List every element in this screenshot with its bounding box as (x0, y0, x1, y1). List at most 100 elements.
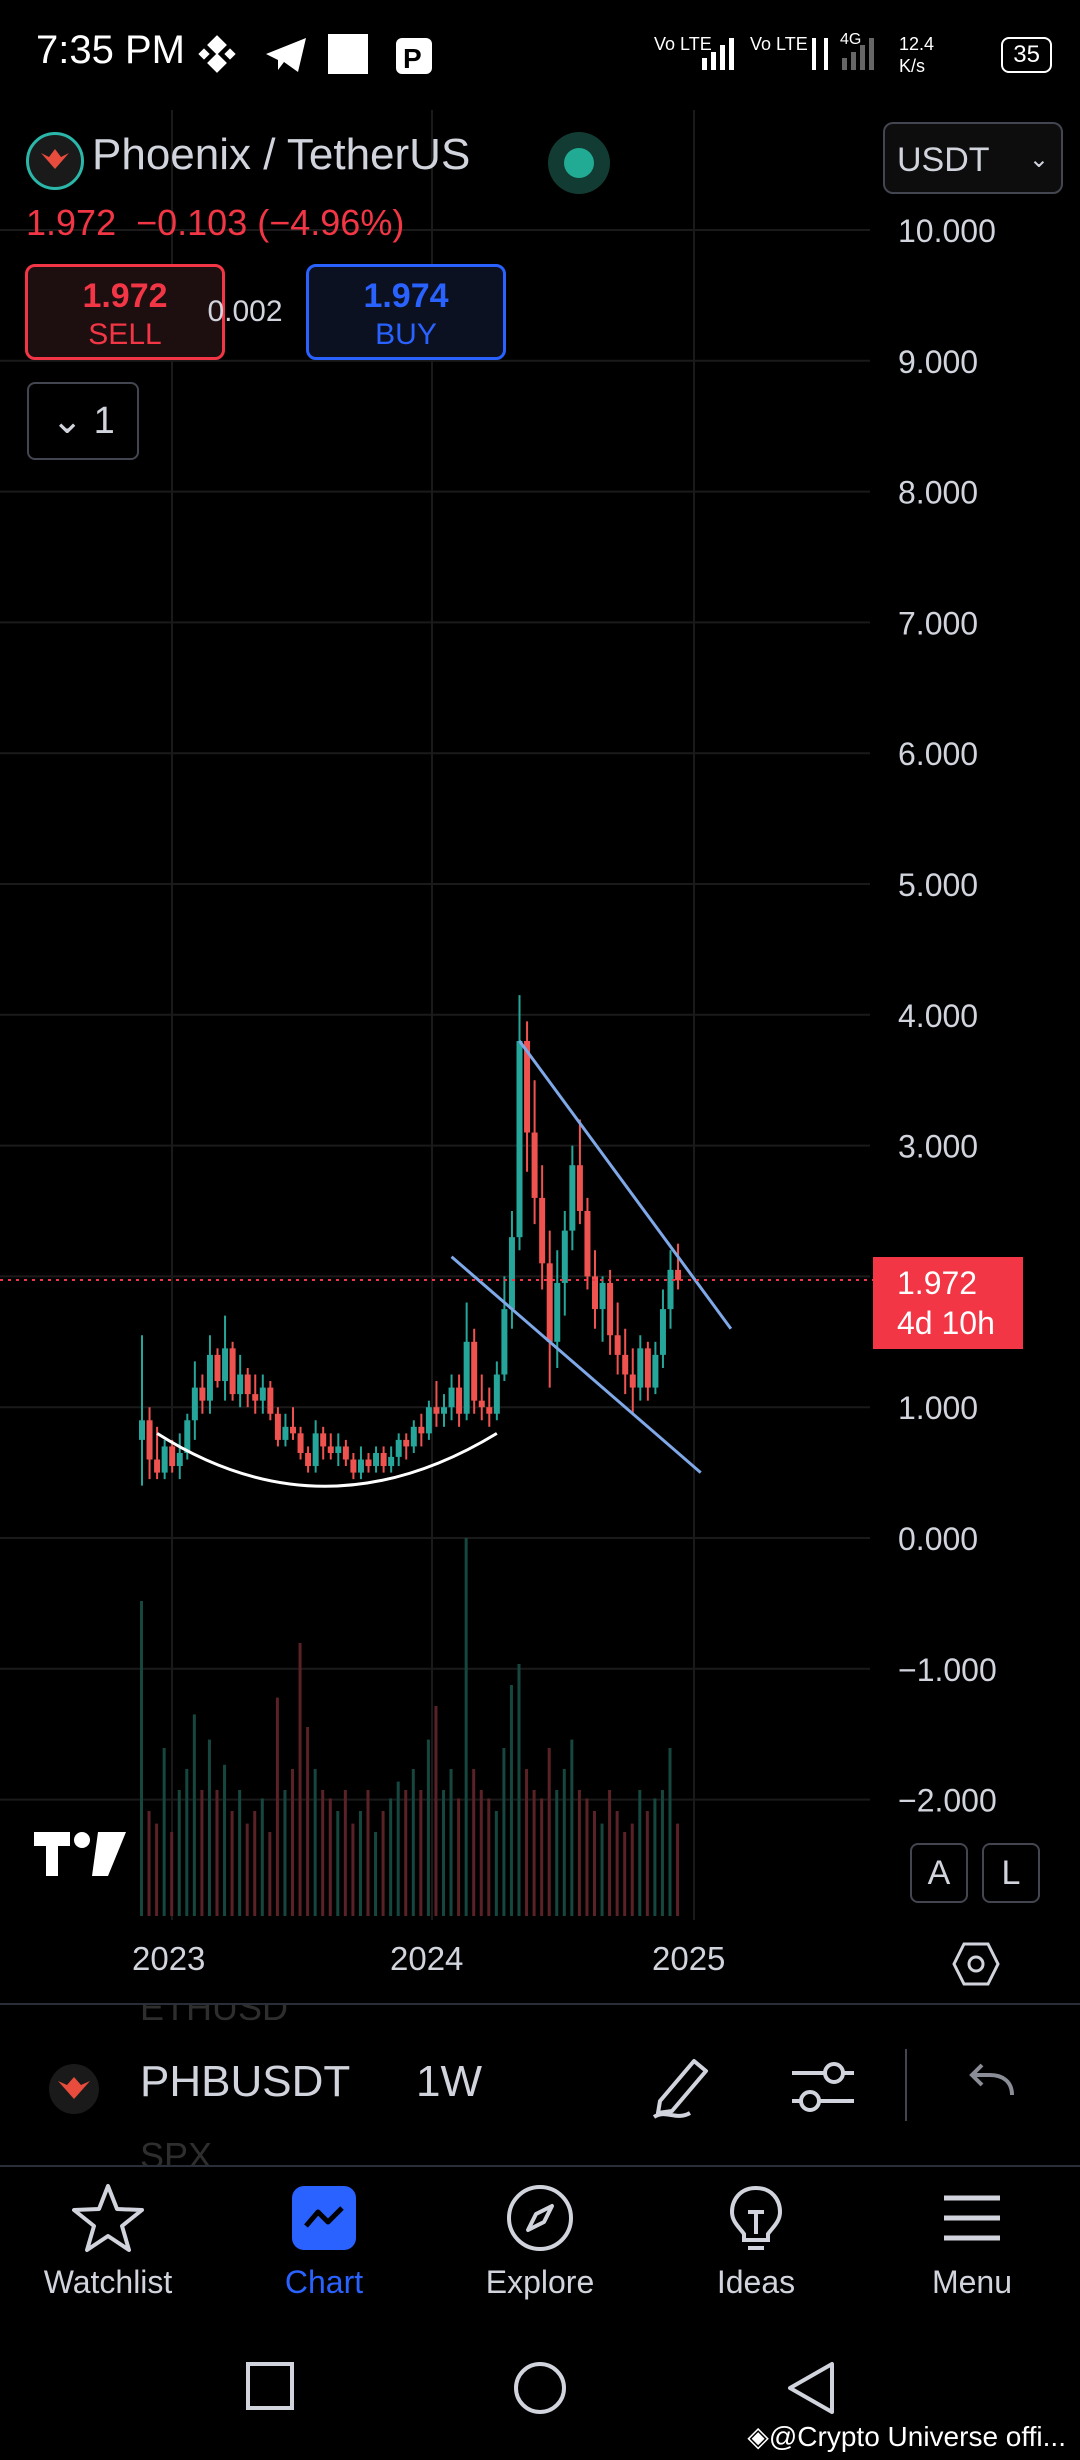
interval-button[interactable]: 1W (416, 2057, 482, 2106)
undo-icon[interactable] (966, 2061, 1016, 2105)
volume-bar (260, 1798, 264, 1916)
indicator-count: 1 (93, 400, 115, 442)
binance-icon (198, 35, 236, 73)
nav-explore[interactable]: Explore (432, 2178, 648, 2301)
toolbar-divider (905, 2049, 907, 2121)
nav-ideas[interactable]: Ideas (648, 2178, 864, 2301)
nav-watchlist[interactable]: Watchlist (0, 2178, 216, 2301)
candle-body (373, 1452, 380, 1467)
chart-settings-icon[interactable] (952, 1940, 1000, 1988)
sliders-icon[interactable] (788, 2055, 858, 2119)
chevron-down-icon: ⌄ (1028, 146, 1049, 173)
auto-scale-button[interactable]: A (910, 1843, 968, 1903)
price-tick-label: −2.000 (898, 1783, 997, 1819)
volume-bar (343, 1790, 347, 1916)
network-4g-label: 4G (840, 31, 861, 48)
svg-text:P: P (403, 43, 422, 74)
battery-icon: 35 (1001, 36, 1052, 73)
buy-button[interactable]: 1.974 BUY (306, 264, 506, 360)
candle-body (448, 1387, 455, 1408)
watermark: ◈@Crypto Universe offi... (747, 2421, 1066, 2452)
price-tick-label: 7.000 (898, 605, 978, 641)
volume-bar (268, 1832, 272, 1916)
candle-body (486, 1407, 493, 1414)
volume-bar (472, 1769, 476, 1916)
nav-chart[interactable]: Chart (216, 2178, 432, 2301)
candle-body (539, 1197, 546, 1264)
candle-body (614, 1335, 621, 1355)
recents-button[interactable] (244, 2360, 296, 2412)
rounding-bottom-drawing (156, 1432, 498, 1488)
price-chart[interactable]: 10.0009.0008.0007.0006.0005.0004.0003.00… (0, 110, 1080, 2000)
volume-bar (192, 1714, 196, 1916)
time-tick-label: 2024 (390, 1940, 463, 1977)
price-tick-label: −1.000 (898, 1652, 997, 1688)
volume-bar (291, 1769, 294, 1916)
volume-bar (298, 1643, 302, 1916)
signal-bars-1 (702, 38, 735, 70)
candle-body (524, 1040, 531, 1133)
volume-bar (525, 1769, 529, 1916)
candle-body (350, 1459, 357, 1473)
volume-bar (328, 1798, 332, 1916)
candle-body (237, 1374, 244, 1395)
market-open-indicator[interactable] (548, 132, 610, 194)
candle-body (199, 1387, 206, 1401)
volume-bar (555, 1790, 559, 1916)
volume-bar (223, 1764, 227, 1916)
candle-body (312, 1433, 319, 1467)
symbol-logo-icon (49, 2064, 99, 2114)
volume-bar (215, 1790, 219, 1916)
price-tick-label: 0.000 (898, 1521, 978, 1557)
chart-icon (292, 2186, 356, 2250)
volume-bar (170, 1832, 174, 1916)
volume-bar (147, 1811, 151, 1916)
symbol-name[interactable]: PHBUSDT (140, 2057, 351, 2106)
symbol-title[interactable]: Phoenix / TetherUS (92, 130, 471, 179)
volume-bar (502, 1748, 506, 1916)
candle-body (320, 1433, 327, 1447)
volume-bar (449, 1769, 453, 1916)
price-axis: 10.000 9.000 8.000 7.000 6.000 5.000 4.000 3.00… (898, 213, 997, 1819)
candle-body (425, 1407, 432, 1434)
buy-label: BUY (375, 318, 437, 351)
volume-bar (253, 1811, 257, 1916)
sell-price: 1.972 (82, 277, 168, 315)
status-notification-icons: P (198, 34, 432, 74)
nav-menu[interactable]: Menu (864, 2178, 1080, 2301)
price-change: −0.103 (136, 202, 248, 243)
price-tick-label: 9.000 (898, 344, 978, 380)
volume-bar (562, 1769, 566, 1916)
candle-body (569, 1165, 576, 1231)
currency-select[interactable]: USDT ⌄ (883, 122, 1063, 194)
volume-bar (426, 1739, 430, 1916)
volume-bar (351, 1823, 355, 1916)
sell-button[interactable]: 1.972 SELL (25, 264, 225, 360)
home-button[interactable] (512, 2360, 568, 2416)
candle-body (659, 1309, 666, 1355)
candle-body (222, 1348, 229, 1382)
volume-bar (600, 1823, 604, 1916)
volume-bar (313, 1769, 317, 1916)
candle-body (169, 1446, 176, 1467)
volume-bar (593, 1811, 596, 1916)
volume-bar (389, 1798, 393, 1916)
net-speed-unit: K/s (899, 56, 925, 76)
price-tick-label: 1.000 (898, 1390, 978, 1426)
volume-bar (238, 1790, 242, 1916)
pencil-icon[interactable] (646, 2051, 716, 2121)
candle-body (327, 1446, 334, 1453)
signal-bars-2 (842, 38, 875, 70)
log-scale-button[interactable]: L (982, 1843, 1040, 1903)
back-button[interactable] (784, 2360, 836, 2416)
candle-body (622, 1354, 629, 1375)
candle-body (214, 1354, 221, 1382)
nav-label: Ideas (716, 2264, 796, 2300)
volume-bar (434, 1706, 438, 1916)
volume-bar (200, 1790, 204, 1916)
tradingview-logo-icon[interactable] (30, 1826, 130, 1896)
nav-label: Chart (284, 2264, 364, 2300)
volume-bar (396, 1781, 400, 1916)
collapse-indicators-button[interactable]: ⌄ 1 (27, 382, 139, 460)
candle-body (139, 1420, 145, 1440)
